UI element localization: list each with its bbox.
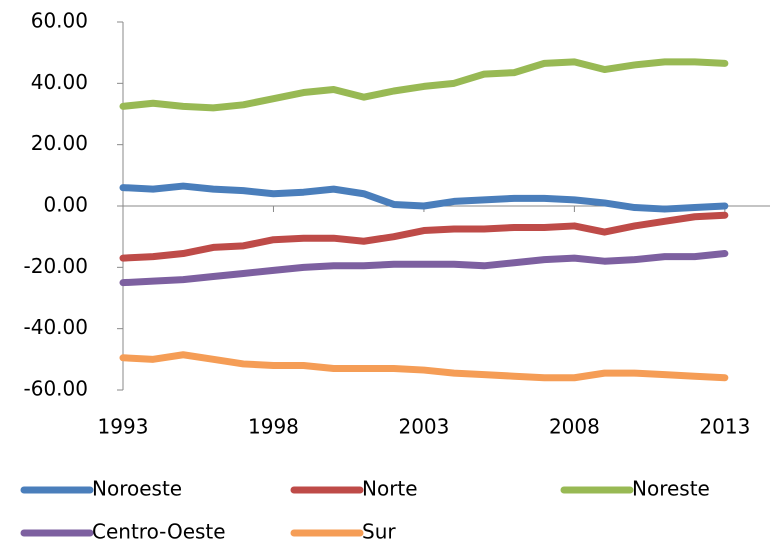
y-tick-label: 40.00 bbox=[31, 70, 88, 94]
legend-label: Noroeste bbox=[92, 477, 182, 501]
y-tick-label: 0.00 bbox=[43, 193, 88, 217]
x-tick-label: 1998 bbox=[248, 415, 299, 439]
y-tick-label: -60.00 bbox=[24, 377, 88, 401]
series-line bbox=[119, 351, 729, 382]
series-line bbox=[119, 58, 729, 112]
x-tick-label: 1993 bbox=[98, 415, 149, 439]
y-tick-label: 60.00 bbox=[31, 9, 88, 33]
legend-label: Norte bbox=[362, 477, 418, 501]
x-tick-label: 2008 bbox=[549, 415, 600, 439]
y-tick-label: -20.00 bbox=[24, 254, 88, 278]
y-tick-label: -40.00 bbox=[24, 315, 88, 339]
x-tick-label: 2013 bbox=[699, 415, 750, 439]
y-tick-label: 20.00 bbox=[31, 131, 88, 155]
legend-label: Centro-Oeste bbox=[92, 520, 226, 543]
series-line bbox=[119, 250, 729, 287]
series-line bbox=[119, 182, 729, 213]
legend-label: Sur bbox=[362, 520, 396, 543]
x-tick-label: 2003 bbox=[398, 415, 449, 439]
series-line bbox=[119, 211, 729, 262]
legend-label: Noreste bbox=[632, 477, 710, 501]
